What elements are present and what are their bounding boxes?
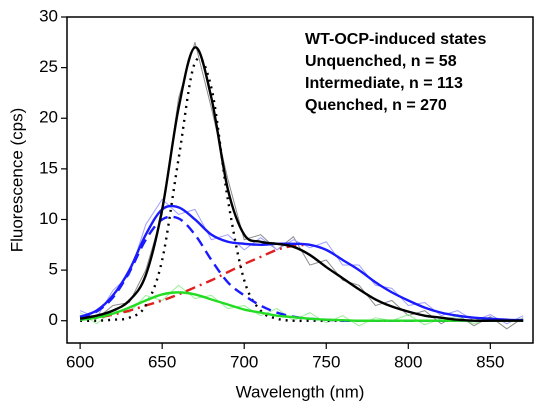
plot-area	[79, 41, 524, 330]
x-tick-label: 650	[148, 352, 176, 371]
x-tick-label: 800	[394, 352, 422, 371]
plot-frame	[66, 16, 534, 344]
legend-entry: Intermediate, n = 113	[305, 75, 463, 92]
y-tick-label: 30	[39, 6, 58, 25]
y-tick-label: 20	[39, 108, 58, 127]
fit-line	[79, 46, 524, 323]
fit-line	[80, 57, 524, 323]
fit-line	[79, 204, 524, 322]
y-tick-label: 0	[49, 310, 58, 329]
x-tick-label: 750	[312, 352, 340, 371]
y-tick-label: 25	[39, 57, 58, 76]
y-tick-label: 10	[39, 209, 58, 228]
y-tick-label: 15	[39, 158, 58, 177]
fit-line	[79, 243, 310, 321]
y-tick-label: 5	[49, 260, 58, 279]
x-axis-title: Wavelength (nm)	[236, 382, 365, 401]
fit-line	[79, 291, 524, 322]
y-axis-title: Fluorescence (cps)	[7, 108, 26, 253]
legend-entry: Unquenched, n = 58	[305, 53, 457, 70]
legend-title: WT-OCP-induced states	[305, 31, 486, 48]
x-tick-label: 600	[66, 352, 94, 371]
legend-entry: Quenched, n = 270	[305, 97, 447, 114]
x-tick-label: 850	[476, 352, 504, 371]
x-tick-label: 700	[230, 352, 258, 371]
